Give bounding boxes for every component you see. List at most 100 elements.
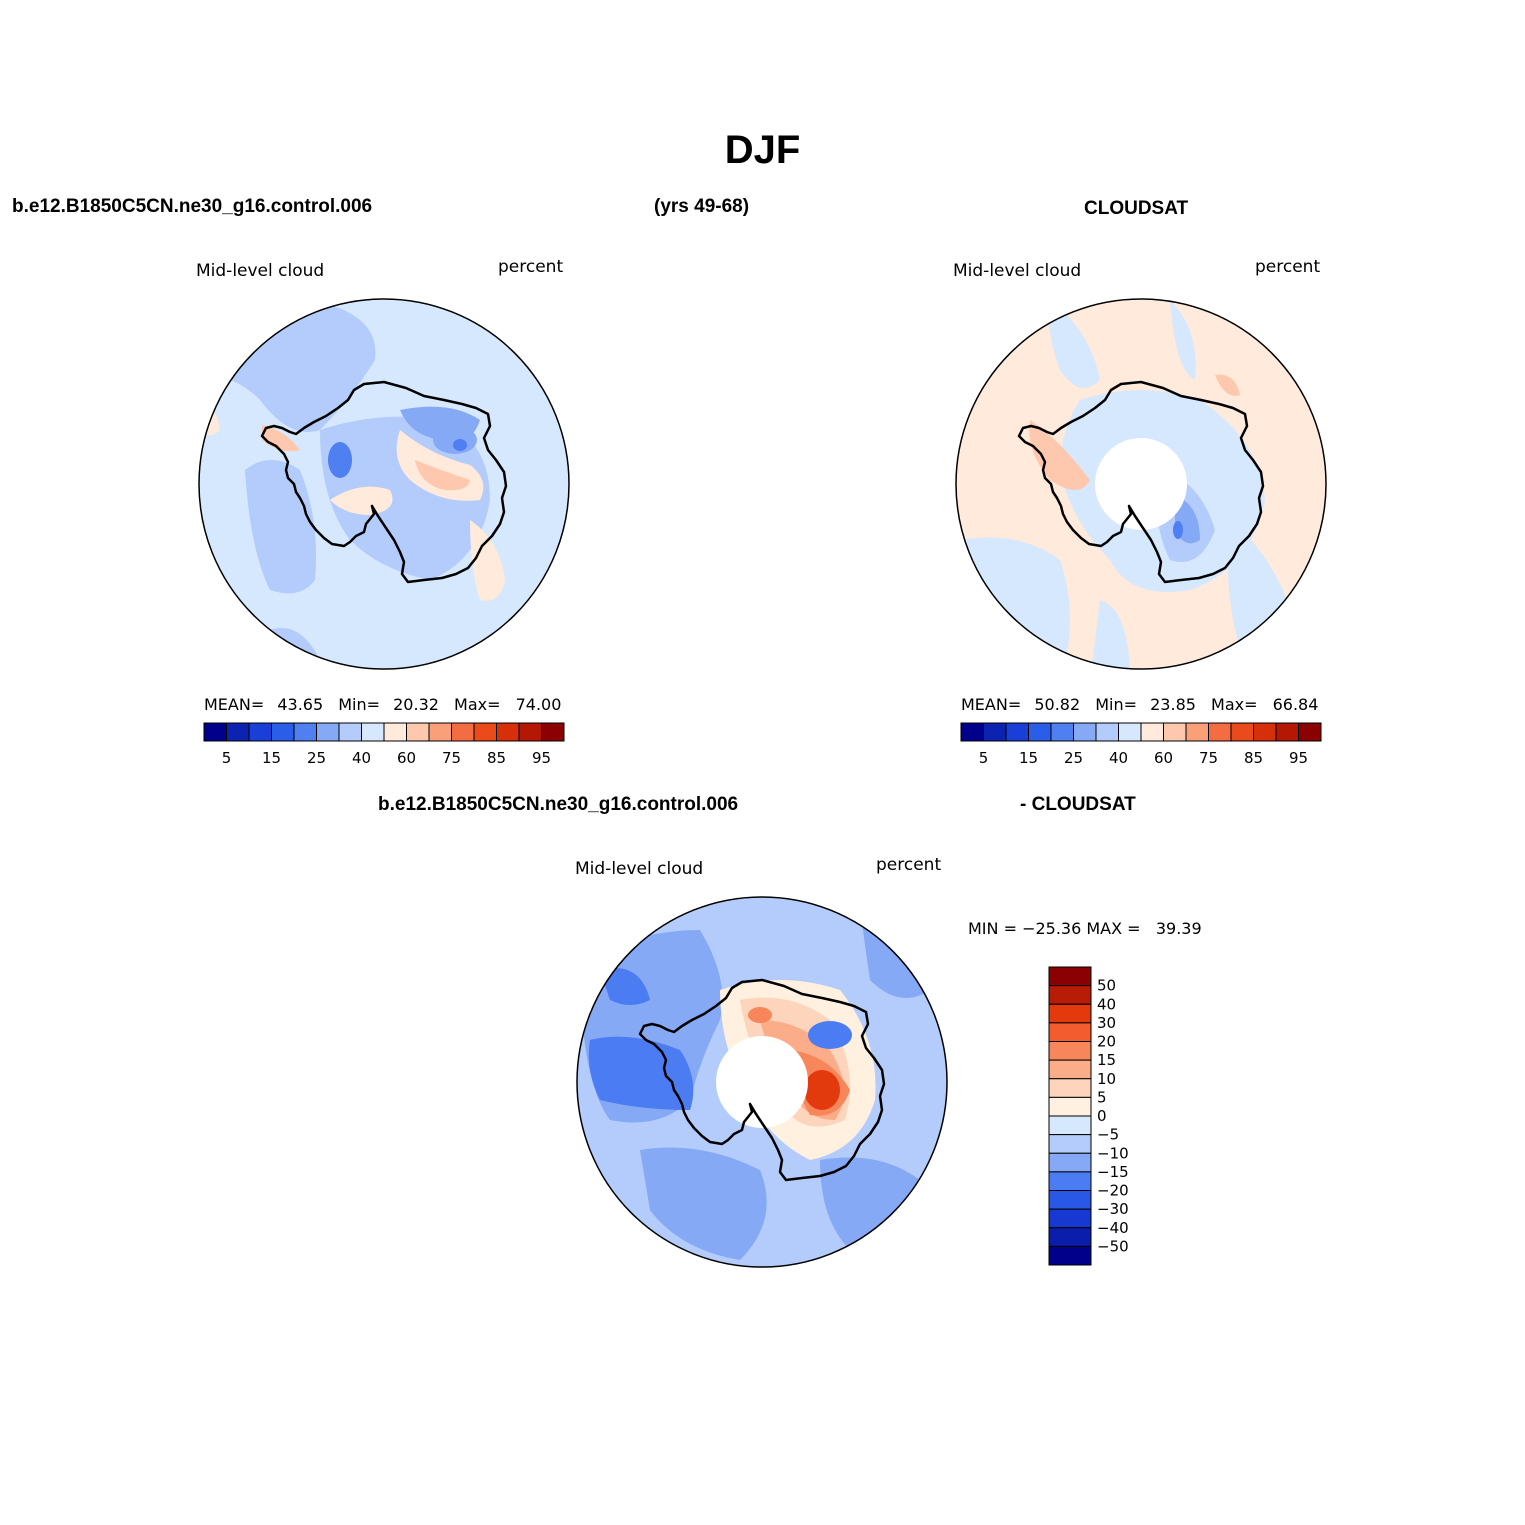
colorbar-label: 75 [442, 749, 461, 767]
colorbar-label: 30 [1097, 1014, 1116, 1032]
colorbar-swatch [1048, 1171, 1092, 1191]
contour-region [433, 426, 477, 454]
panel-2-units: percent [1255, 257, 1321, 277]
colorbar-swatch [1048, 1115, 1092, 1136]
colorbar-swatch [451, 722, 475, 742]
panel-1-stats: MEAN= 43.65 Min= 20.32 Max= 74.00 [204, 695, 561, 714]
min-label: Min= [1095, 695, 1138, 714]
panel-2-colorbar [960, 722, 1322, 742]
panel-2-map-border [955, 298, 1327, 670]
colorbar-label: −50 [1097, 1237, 1129, 1255]
contour-region [804, 1070, 840, 1110]
colorbar-label: 85 [1244, 749, 1263, 767]
colorbar-swatch [1230, 722, 1254, 742]
min-value: 20.32 [393, 695, 439, 714]
contour-region [1170, 300, 1196, 380]
colorbar-swatch [1005, 722, 1029, 742]
diff-panel-units: percent [876, 855, 942, 875]
colorbar-swatch [1048, 985, 1092, 1005]
page-title: DJF [724, 128, 801, 172]
panel-1-title: Mid-level cloud [196, 261, 325, 281]
contour-region [470, 520, 505, 601]
colorbar-swatch [1253, 722, 1277, 742]
colorbar-swatch [473, 722, 497, 742]
panel-2-title: Mid-level cloud [953, 261, 1082, 281]
contour-region [960, 537, 1070, 669]
colorbar-swatch [361, 722, 385, 742]
panel-2-colorbar-labels: 5 15 25 40 60 75 85 95 [979, 749, 1308, 767]
diff-map [577, 897, 947, 1267]
colorbar-swatch [1298, 722, 1322, 742]
colorbar-label: 15 [1097, 1051, 1116, 1069]
colorbar-swatch [1048, 1208, 1092, 1229]
mean-label: MEAN= [204, 695, 265, 714]
colorbar-swatch [1048, 1245, 1092, 1266]
contour-region [820, 1157, 920, 1250]
colorbar-label: 40 [352, 749, 371, 767]
colorbar-swatch [1048, 1041, 1092, 1061]
contour-region [640, 1147, 767, 1260]
colorbar-swatch [316, 722, 340, 742]
contour-region [415, 460, 470, 491]
diff-minmax: MIN = −25.36 MAX = 39.39 [968, 919, 1202, 938]
diff-map-border [576, 896, 948, 1268]
colorbar-label: 10 [1097, 1070, 1116, 1088]
colorbar-swatch [1048, 1227, 1092, 1247]
colorbar-label: 85 [487, 749, 506, 767]
colorbar-swatch [983, 722, 1007, 742]
diff-colorbar [1048, 966, 1092, 1266]
contour-region [1090, 600, 1130, 669]
colorbar-swatch [406, 722, 430, 742]
colorbar-label: 5 [1097, 1088, 1107, 1106]
colorbar-label: 5 [979, 749, 989, 767]
max-label: Max= [454, 695, 501, 714]
colorbar-label: −20 [1097, 1182, 1129, 1200]
colorbar-label: −10 [1097, 1144, 1129, 1162]
colorbar-label: 0 [1097, 1107, 1107, 1125]
panel-1-colorbar-labels: 5 15 25 40 60 75 85 95 [222, 749, 551, 767]
colorbar-swatch [383, 722, 407, 742]
colorbar-label: 25 [307, 749, 326, 767]
mean-value: 43.65 [277, 695, 324, 714]
colorbar-swatch [1048, 1022, 1092, 1042]
diff-panel-title: Mid-level cloud [575, 859, 704, 879]
colorbar-swatch [1185, 722, 1209, 742]
missing-data-hole [716, 1036, 808, 1128]
colorbar-swatch [226, 722, 250, 742]
colorbar-swatch [1140, 722, 1164, 742]
missing-data-hole [1095, 438, 1187, 530]
min-label: Min= [338, 695, 381, 714]
colorbar-swatch [1048, 1190, 1092, 1210]
colorbar-swatch [428, 722, 452, 742]
colorbar-label: 95 [532, 749, 551, 767]
panel-2-map [956, 299, 1326, 669]
contour-region [1173, 521, 1183, 539]
colorbar-swatch [518, 722, 542, 742]
panel-2-stats: MEAN= 50.82 Min= 23.85 Max= 66.84 [961, 695, 1318, 714]
colorbar-swatch [248, 722, 272, 742]
colorbar-swatch [1163, 722, 1187, 742]
colorbar-label: 5 [222, 749, 232, 767]
colorbar-label: 95 [1289, 749, 1308, 767]
colorbar-label: −15 [1097, 1163, 1129, 1181]
colorbar-swatch [1048, 1134, 1092, 1154]
colorbar-label: 60 [397, 749, 416, 767]
colorbar-swatch [1048, 1003, 1092, 1024]
contour-region [600, 968, 650, 1005]
colorbar-swatch [1048, 1078, 1092, 1098]
colorbar-swatch [1095, 722, 1119, 742]
panel-1-map-border [198, 298, 570, 670]
panel-1-map [199, 299, 569, 669]
colorbar-label: 25 [1064, 749, 1083, 767]
contour-region [748, 1007, 772, 1023]
panel-1-colorbar [203, 722, 565, 742]
colorbar-swatch [541, 722, 565, 742]
colorbar-swatch [1073, 722, 1097, 742]
colorbar-swatch [496, 722, 520, 742]
colorbar-label: 50 [1097, 977, 1116, 995]
contour-region [320, 416, 490, 580]
colorbar-label: 40 [1109, 749, 1128, 767]
colorbar-label: 40 [1097, 995, 1116, 1013]
